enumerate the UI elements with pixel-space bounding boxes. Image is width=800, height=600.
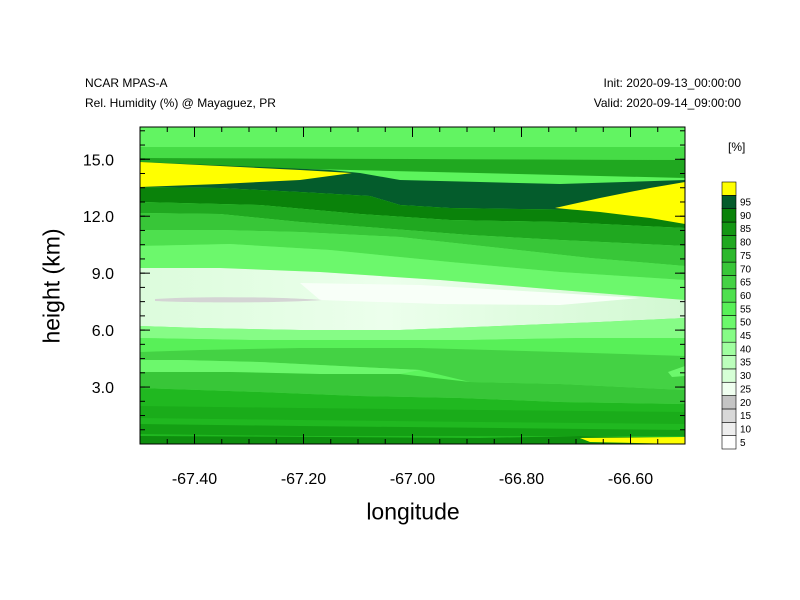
field-band-upper-2 bbox=[140, 158, 685, 178]
colorbar-box bbox=[721, 421, 737, 436]
colorbar-label: 15 bbox=[740, 411, 752, 422]
y-tick-label: 15.0 bbox=[83, 152, 114, 169]
axis-ticks: -67.40 -67.20 -67.00 -66.80 -66.60 3.0 6.0 9.0 1… bbox=[83, 127, 686, 488]
colorbar-box bbox=[721, 181, 737, 196]
y-tick-label: 6.0 bbox=[92, 323, 114, 340]
colorbar-box bbox=[721, 275, 737, 290]
colorbar-box bbox=[721, 381, 737, 396]
colorbar-box bbox=[721, 248, 737, 263]
field-yellow-left bbox=[140, 162, 352, 187]
colorbar-box bbox=[721, 395, 737, 410]
field-band-45 bbox=[140, 318, 685, 340]
colorbar-box bbox=[721, 221, 737, 236]
field-band-85 bbox=[140, 187, 685, 228]
colorbar-box bbox=[721, 208, 737, 223]
colorbar-box bbox=[721, 315, 737, 330]
field-band-60 bbox=[140, 230, 685, 280]
colorbar-box bbox=[721, 261, 737, 276]
colorbar-label: 80 bbox=[740, 238, 752, 249]
colorbar-label: 65 bbox=[740, 278, 752, 289]
colorbar-label: 85 bbox=[740, 224, 752, 235]
x-axis-label: longitude bbox=[366, 498, 460, 525]
colorbar-label: 25 bbox=[740, 384, 752, 395]
colorbar-label: 75 bbox=[740, 251, 752, 262]
colorbar-label: 60 bbox=[740, 291, 752, 302]
field-band-82 bbox=[140, 406, 685, 424]
x-tick-label: -67.40 bbox=[172, 471, 217, 488]
field-top-band bbox=[140, 127, 685, 149]
field-band-65 bbox=[140, 348, 685, 390]
colorbar-box bbox=[721, 195, 737, 210]
y-tick-label: 12.0 bbox=[83, 209, 114, 226]
field-gray-streak bbox=[155, 297, 322, 303]
colorbar-box bbox=[721, 368, 737, 383]
colorbar-box bbox=[721, 328, 737, 343]
field-band-50 bbox=[140, 244, 685, 300]
field-light-tongue bbox=[140, 360, 420, 374]
colorbar-label: 90 bbox=[740, 211, 752, 222]
colorbar-label: 30 bbox=[740, 371, 752, 382]
colorbar-box bbox=[721, 341, 737, 356]
colorbar-box bbox=[721, 288, 737, 303]
colorbar-box bbox=[721, 435, 737, 450]
colorbar-box bbox=[721, 235, 737, 250]
colorbar-label: 70 bbox=[740, 264, 752, 275]
field-right-light-patch bbox=[668, 366, 685, 377]
valid-time-label: Valid: 2020-09-14_09:00:00 bbox=[593, 96, 741, 110]
left-subtitle: Rel. Humidity (%) @ Mayaguez, PR bbox=[85, 96, 276, 110]
field-band-upper-1 bbox=[140, 147, 685, 160]
field-band-55 bbox=[140, 338, 685, 356]
colorbar-label: 95 bbox=[740, 198, 752, 209]
colorbar: 5 10 15 20 25 30 35 40 45 50 55 60 65 70 75 80 85 90 95 bbox=[721, 181, 752, 450]
colorbar-box bbox=[721, 408, 737, 423]
colorbar-box bbox=[721, 355, 737, 370]
left-title: NCAR MPAS-A bbox=[85, 76, 168, 90]
y-tick-label: 9.0 bbox=[92, 266, 114, 283]
colorbar-label: 50 bbox=[740, 318, 752, 329]
x-tick-label: -66.80 bbox=[499, 471, 544, 488]
field-yellow-right bbox=[555, 182, 685, 224]
colorbar-unit-label: [%] bbox=[728, 140, 746, 154]
colorbar-label: 55 bbox=[740, 304, 752, 315]
colorbar-label: 5 bbox=[740, 438, 746, 449]
colorbar-label: 10 bbox=[740, 424, 752, 435]
field-dry-core-center bbox=[300, 283, 640, 305]
humidity-field bbox=[140, 127, 685, 444]
colorbar-label: 40 bbox=[740, 344, 752, 355]
colorbar-label: 45 bbox=[740, 331, 752, 342]
field-surface-yellow bbox=[580, 437, 685, 444]
colorbar-box bbox=[721, 301, 737, 316]
init-time-label: Init: 2020-09-13_00:00:00 bbox=[603, 76, 741, 90]
colorbar-label: 20 bbox=[740, 398, 752, 409]
x-tick-label: -66.60 bbox=[608, 471, 653, 488]
field-band-80 bbox=[140, 202, 685, 246]
field-band-84 bbox=[140, 424, 685, 436]
x-tick-label: -67.20 bbox=[281, 471, 326, 488]
y-tick-label: 3.0 bbox=[92, 380, 114, 397]
field-band-70 bbox=[140, 213, 685, 266]
colorbar-label: 35 bbox=[740, 358, 752, 369]
field-band-72 bbox=[140, 372, 685, 404]
x-tick-label: -67.00 bbox=[390, 471, 435, 488]
